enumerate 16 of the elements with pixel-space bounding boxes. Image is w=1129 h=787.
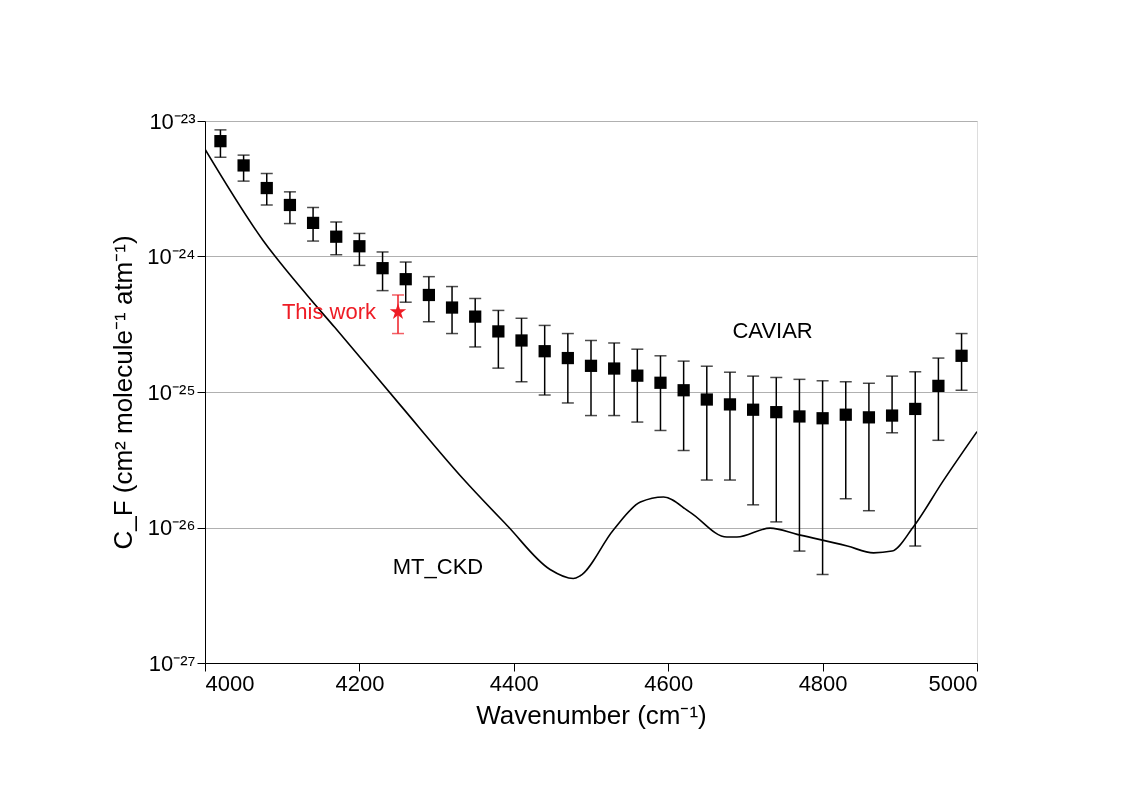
series-label: This work bbox=[281, 298, 377, 324]
x-tick-label: 4000 bbox=[205, 670, 255, 696]
y-tick-label: 10⁻²³ bbox=[149, 108, 196, 134]
x-axis-title: Wavenumber (cm⁻¹) bbox=[476, 699, 707, 730]
y-tick-label: 10⁻²⁵ bbox=[147, 379, 196, 405]
y-tick-label: 10⁻²⁷ bbox=[148, 650, 196, 676]
y-tick-label: 10⁻²⁴ bbox=[147, 244, 196, 269]
x-tick-label: 4800 bbox=[798, 670, 848, 696]
x-tick-label: 5000 bbox=[928, 670, 978, 696]
x-tick-label: 4400 bbox=[489, 670, 539, 696]
text: CAVIAR bbox=[732, 317, 813, 343]
y-tick-label: 10⁻²⁶ bbox=[147, 515, 196, 540]
x-tick-label: 4600 bbox=[644, 670, 694, 696]
series-label: MT_CKD bbox=[392, 553, 484, 579]
y-axis-title: C_F (cm² molecule⁻¹ atm⁻¹) bbox=[108, 235, 139, 550]
x-tick-label: 4200 bbox=[335, 670, 385, 696]
